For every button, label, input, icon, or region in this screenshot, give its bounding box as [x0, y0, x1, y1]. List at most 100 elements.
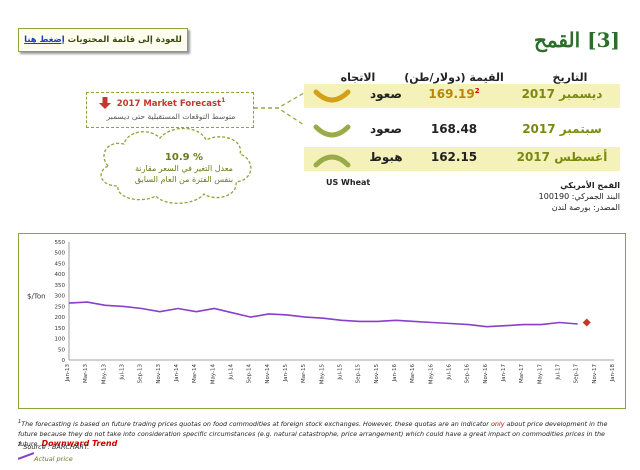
source-exchange: المصدر: بورصة لندن — [551, 203, 620, 212]
y-tick-label: 200 — [55, 315, 66, 321]
source-line: 2 Source : BARCHART. — [18, 442, 89, 451]
x-tick-label: Sep-17 — [574, 364, 580, 384]
y-tick-label: 450 — [55, 261, 66, 267]
actual-price-legend: Actual price — [34, 455, 73, 463]
footnote-only: only — [490, 420, 505, 429]
row-direction: صعود — [369, 87, 403, 101]
footnote-part1: The forecasting is based on future tradi… — [21, 420, 491, 429]
y-tick-label: 300 — [55, 294, 66, 300]
change-cloud-shape — [100, 127, 252, 204]
x-tick-label: Nov-16 — [483, 364, 489, 384]
x-tick-label: May-13 — [101, 364, 107, 385]
x-tick-label: Jan-17 — [501, 364, 507, 383]
row-date: سبتمبر 2017 — [522, 122, 602, 136]
change-line-1: معدل التغير في السعر مقارنة — [135, 164, 233, 173]
x-tick-label: Jan-16 — [392, 364, 398, 383]
arrow-down-curve-icon — [312, 149, 352, 172]
arrow-up-curve-icon — [312, 121, 352, 144]
x-tick-label: Jan-14 — [174, 364, 180, 383]
x-tick-label: Sep-14 — [247, 364, 253, 384]
down-arrow-icon — [99, 97, 111, 109]
y-tick-label: 100 — [55, 337, 66, 343]
header-value: القيمة (دولار/طن) — [404, 71, 504, 84]
row-value: 162.15 — [414, 150, 494, 164]
row-date: ديسمبر 2017 — [521, 87, 603, 101]
change-percent: 10.9 % — [164, 152, 204, 163]
row-value-text: 162.15 — [430, 150, 478, 164]
x-tick-label: Jul-13 — [120, 364, 126, 381]
x-tick-label: Nov-17 — [592, 364, 598, 384]
footnote-part2: about price development in the future be… — [18, 420, 608, 449]
forecast-title-text: 2017 Market Forecast — [116, 98, 222, 109]
downward-trend-label: Downward Trend — [41, 439, 118, 449]
x-tick-label: Sep-13 — [138, 364, 144, 384]
row-direction: صعود — [369, 122, 403, 136]
x-tick-label: Mar-17 — [519, 364, 525, 384]
connector-lines — [100, 92, 305, 204]
x-tick-label: Mar-15 — [301, 364, 307, 384]
x-tick-label: Sep-15 — [356, 364, 362, 384]
customs-code: البند الجمركي: 100190 — [538, 192, 620, 201]
y-tick-label: 50 — [58, 347, 65, 353]
click-here-link[interactable]: إضغط هنا — [24, 35, 65, 45]
page-title: [3] القمح — [533, 28, 620, 52]
source-sup: 2 — [18, 442, 22, 448]
forecast-title: 2017 Market Forecast1 — [87, 97, 255, 109]
y-tick-label: 150 — [55, 326, 66, 332]
x-tick-label: May-15 — [319, 364, 325, 385]
x-tick-label: Nov-14 — [265, 364, 271, 384]
back-prefix: للعودة إلى قائمة المحتويات — [67, 35, 182, 45]
row-value-sup: 2 — [474, 87, 480, 95]
forecast-point — [582, 318, 591, 327]
arrow-up-curve-icon — [312, 86, 352, 109]
x-tick-label: Sep-16 — [465, 364, 471, 384]
price-chart: 0 50 100 150 200 250 300 350 400 450 500 550 $/Ton Ja… — [27, 240, 616, 385]
table-row: سبتمبر 2017 168.48 صعود — [304, 119, 620, 143]
commodity-name-en: US Wheat — [326, 178, 371, 187]
y-tick-label: 400 — [55, 272, 66, 278]
x-tick-label: Jul-15 — [338, 364, 344, 381]
x-tick-label: Mar-13 — [83, 364, 89, 384]
source-text: Source : BARCHART. — [23, 443, 90, 452]
footnote-sup: 1 — [18, 419, 22, 425]
x-tick-label: May-17 — [537, 364, 543, 385]
y-tick-label: 250 — [55, 304, 66, 310]
x-tick-label: Jan-13 — [65, 364, 71, 383]
chart-frame: 0 50 100 150 200 250 300 350 400 450 500 550 $/Ton Ja… — [18, 233, 626, 409]
x-tick-label: Jul-16 — [447, 364, 453, 381]
price-series-line — [68, 301, 578, 328]
row-value-text: 168.48 — [430, 122, 478, 136]
x-tick-label: May-14 — [210, 364, 216, 385]
y-tick-label: 0 — [62, 358, 66, 364]
x-tick-label: Nov-15 — [374, 364, 380, 384]
header-direction: الاتجاه — [340, 71, 376, 84]
row-value: 169.192 — [414, 87, 494, 101]
forecast-sup: 1 — [221, 97, 226, 104]
x-tick-label: Jul-17 — [556, 364, 562, 381]
row-direction: هبوط — [369, 150, 403, 164]
commodity-name: القمح الأمريكي — [560, 181, 620, 190]
header-date: التاريخ — [552, 71, 588, 84]
row-value: 168.48 — [414, 122, 494, 136]
x-tick-label: Jan-18 — [610, 364, 616, 383]
back-to-contents-box[interactable]: للعودة إلى قائمة المحتويات إضغط هنا — [18, 28, 188, 52]
forecast-subtitle: متوسط التوقعات المستقبلية حتى ديسمبر — [106, 112, 236, 121]
x-tick-label: Mar-16 — [410, 364, 416, 384]
x-tick-label: May-16 — [428, 364, 434, 385]
commodity-info: القمح الأمريكي البند الجمركي: 100190 الم… — [470, 180, 620, 213]
market-forecast-box: 2017 Market Forecast1 متوسط التوقعات الم… — [86, 92, 254, 128]
x-tick-label: Jul-14 — [229, 364, 235, 381]
x-tick-label: Jan-15 — [283, 364, 289, 383]
footnote: 1The forecasting is based on future trad… — [18, 418, 628, 450]
x-tick-label: Nov-13 — [156, 364, 162, 384]
row-value-text: 169.19 — [428, 87, 475, 101]
table-row: أغسطس 2017 162.15 هبوط — [304, 147, 620, 171]
y-tick-label: 550 — [55, 240, 66, 246]
change-line-2: بنفس الفترة من العام السابق — [134, 175, 234, 184]
y-tick-label: 350 — [55, 283, 66, 289]
change-cloud-text: 10.9 % معدل التغير في السعر مقارنة بنفس … — [114, 152, 254, 185]
y-tick-label: 500 — [55, 251, 66, 257]
row-date: أغسطس 2017 — [516, 150, 608, 164]
y-axis-label: $/Ton — [27, 293, 46, 301]
